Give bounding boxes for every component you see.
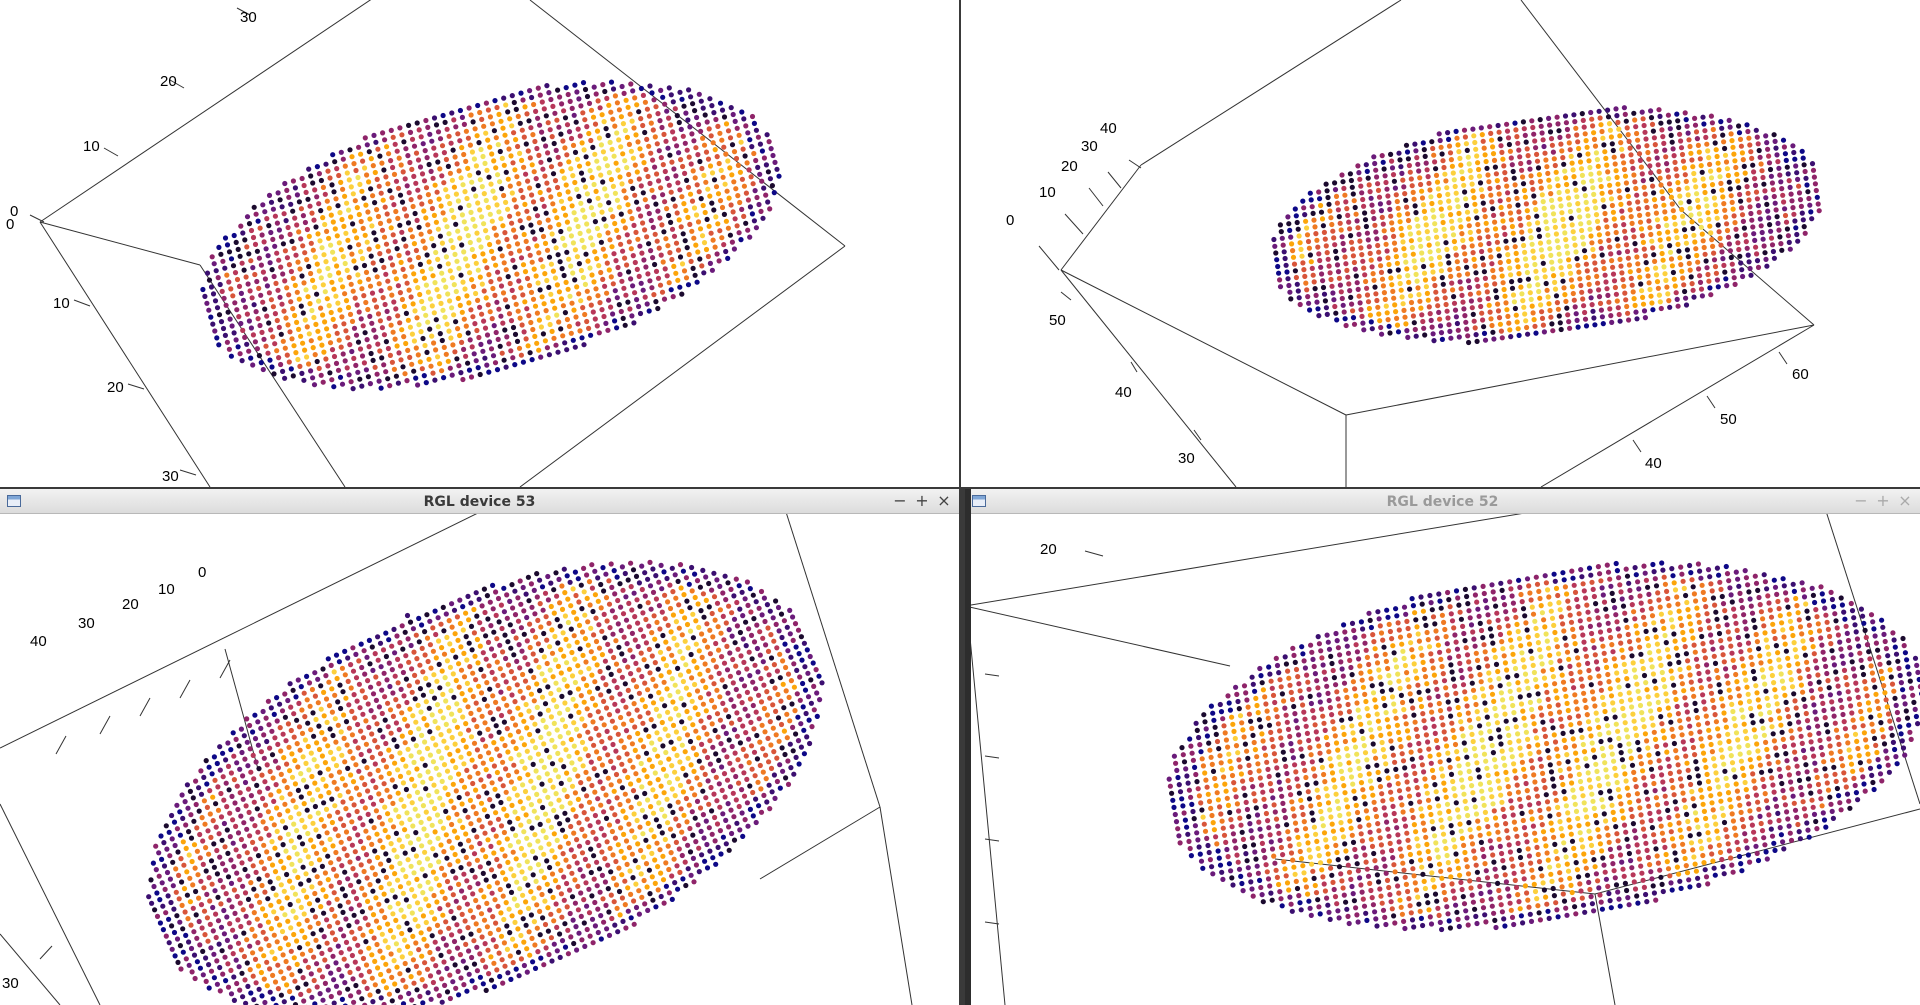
maximize-button[interactable]: + bbox=[915, 491, 929, 510]
window-icon[interactable] bbox=[7, 495, 21, 507]
tick-label: 40 bbox=[1100, 120, 1117, 137]
tick-label: 10 bbox=[53, 295, 70, 312]
tick-label: 0 bbox=[6, 216, 14, 233]
tick-label: 40 bbox=[1645, 455, 1662, 472]
3d-scatter-plot[interactable]: 20 bbox=[965, 514, 1920, 1005]
tick-label: 30 bbox=[78, 615, 95, 632]
rgl-device-52-window[interactable]: RGL device 52 − + × bbox=[965, 489, 1920, 1005]
bounding-box bbox=[0, 514, 913, 1005]
tick-label: 50 bbox=[1049, 312, 1066, 329]
tick-label: 40 bbox=[1115, 384, 1132, 401]
tick-label: 10 bbox=[158, 581, 175, 598]
rgl-window-top-left[interactable]: 30 20 10 0 0 10 20 30 bbox=[0, 0, 959, 487]
rgl-device-53-window[interactable]: RGL device 53 − + × bbox=[0, 489, 959, 1005]
minimize-button[interactable]: − bbox=[893, 491, 907, 510]
rgl-window-top-right[interactable]: 40 30 20 10 0 50 40 30 60 50 40 bbox=[961, 0, 1920, 487]
point-cloud bbox=[200, 79, 782, 392]
point-cloud bbox=[1166, 560, 1920, 933]
tick-label: 20 bbox=[122, 596, 139, 613]
3d-scatter-plot[interactable]: 30 20 10 0 0 10 20 30 bbox=[0, 0, 959, 487]
tick-label: 20 bbox=[1040, 541, 1057, 558]
point-cloud bbox=[146, 559, 825, 1005]
tick-label: 30 bbox=[240, 9, 257, 26]
bounding-box bbox=[1060, 0, 1815, 487]
plot-canvas[interactable]: 20 bbox=[965, 514, 1920, 1005]
tick-label: 10 bbox=[1039, 184, 1056, 201]
3d-scatter-plot[interactable]: 40 30 20 10 0 50 40 30 60 50 40 bbox=[961, 0, 1920, 487]
3d-scatter-plot[interactable]: 0 10 20 30 40 30 bbox=[0, 514, 959, 1005]
tick-label: 20 bbox=[107, 379, 124, 396]
tick-label: 60 bbox=[1792, 366, 1809, 383]
tick-label: 20 bbox=[160, 73, 177, 90]
window-title: RGL device 53 bbox=[423, 494, 536, 510]
window-border-handle[interactable] bbox=[965, 489, 971, 1005]
tick-label: 30 bbox=[1081, 138, 1098, 155]
tick-label: 30 bbox=[2, 975, 19, 992]
tick-label: 30 bbox=[162, 468, 179, 485]
close-button[interactable]: × bbox=[1898, 491, 1912, 510]
plot-canvas[interactable]: 30 20 10 0 0 10 20 30 bbox=[0, 0, 959, 487]
window-icon[interactable] bbox=[972, 495, 986, 507]
minimize-button[interactable]: − bbox=[1854, 491, 1868, 510]
window-title: RGL device 52 bbox=[1386, 494, 1499, 510]
maximize-button[interactable]: + bbox=[1876, 491, 1890, 510]
axis-ticks bbox=[29, 7, 251, 476]
tick-label: 30 bbox=[1178, 450, 1195, 467]
plot-canvas[interactable]: 40 30 20 10 0 50 40 30 60 50 40 bbox=[961, 0, 1920, 487]
close-button[interactable]: × bbox=[937, 491, 951, 510]
plot-canvas[interactable]: 0 10 20 30 40 30 bbox=[0, 514, 959, 1005]
axis-ticks bbox=[984, 550, 1104, 925]
window-titlebar[interactable]: RGL device 53 − + × bbox=[0, 489, 959, 514]
tick-label: 0 bbox=[198, 564, 206, 581]
tick-label: 10 bbox=[83, 138, 100, 155]
bounding-box bbox=[965, 514, 1920, 1005]
tick-label: 0 bbox=[10, 203, 18, 220]
window-titlebar[interactable]: RGL device 52 − + × bbox=[965, 489, 1920, 514]
axis-ticks bbox=[1038, 159, 1788, 453]
axis-ticks bbox=[39, 659, 231, 960]
point-cloud bbox=[1271, 105, 1822, 346]
tick-label: 40 bbox=[30, 633, 47, 650]
tick-label: 0 bbox=[1006, 212, 1014, 229]
tick-label: 50 bbox=[1720, 411, 1737, 428]
tick-label: 20 bbox=[1061, 158, 1078, 175]
